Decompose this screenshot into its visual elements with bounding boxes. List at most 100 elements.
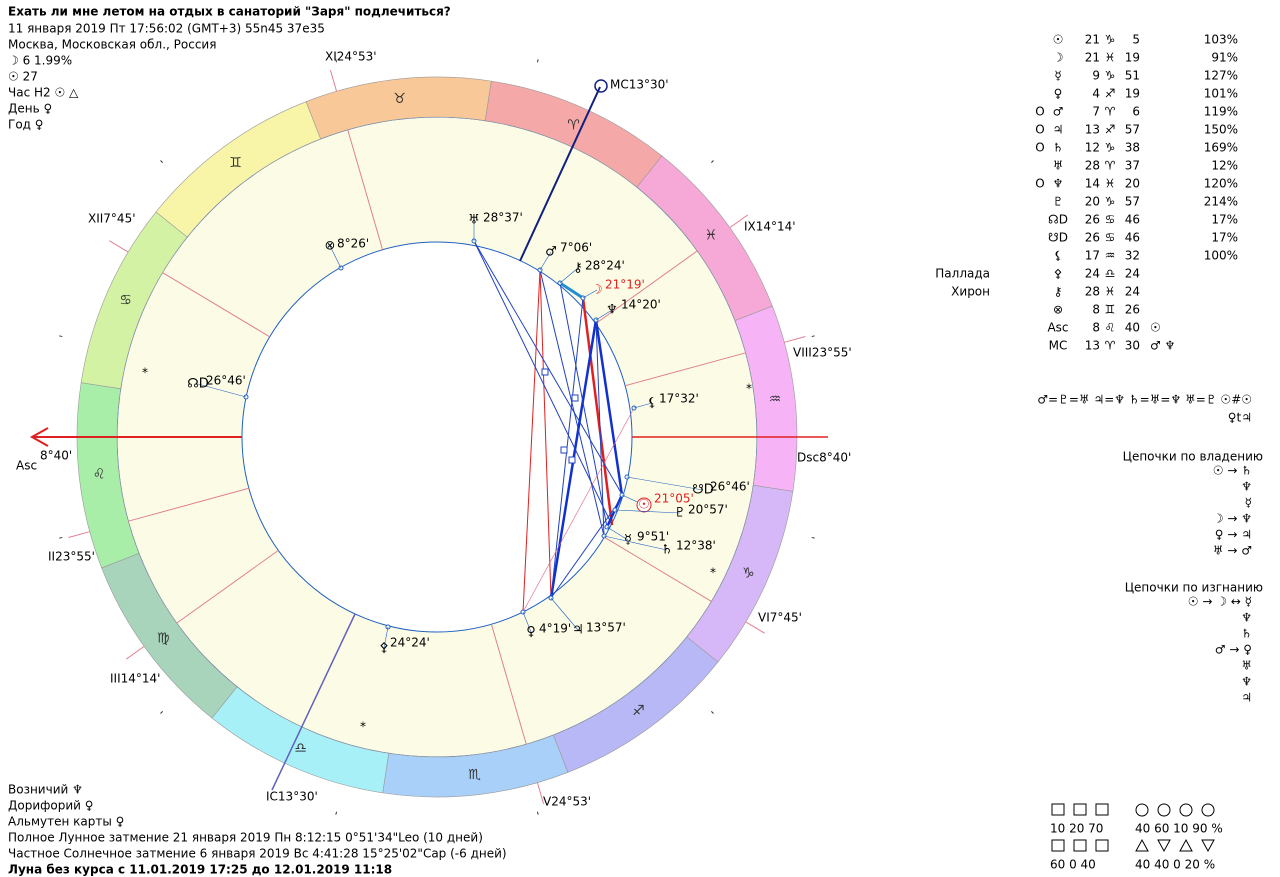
sign-glyph: ♈	[567, 118, 580, 134]
row-glyph: ⊗	[1053, 303, 1063, 317]
cusp-tick	[784, 336, 806, 343]
aspect-summary: ♂=♇=♅ ♃=♆ ♄=♅=♆ ♅=♇ ☉#☉	[1037, 393, 1252, 407]
row-sign: ♓	[1105, 51, 1116, 65]
aspect-marker	[571, 394, 579, 402]
cusp-tick	[125, 645, 145, 660]
row-min: 24	[1125, 267, 1140, 281]
row-sign: ♎	[1105, 267, 1116, 281]
cusp-label: V24°53'	[543, 795, 591, 809]
stat-icon	[1095, 839, 1109, 852]
row-min: 40	[1125, 321, 1140, 335]
cusp-label: II23°55'	[48, 550, 95, 564]
planet-degree: 21°19'	[605, 278, 645, 292]
row-min: 46	[1125, 231, 1140, 245]
stat-icon	[1201, 803, 1215, 817]
footer-line: Полное Лунное затмение 21 января 2019 Пн…	[8, 831, 483, 845]
planet-leader	[603, 535, 668, 551]
row-pct: 100%	[1204, 249, 1238, 263]
row-glyph: ☿	[1054, 69, 1061, 83]
marker: *	[360, 720, 366, 734]
chain-line: ♅ → ♂	[1213, 544, 1252, 558]
planet-glyph: ♃	[572, 623, 584, 638]
row-deg: 20	[1085, 195, 1100, 209]
tick	[536, 811, 539, 815]
row-deg: 4	[1092, 87, 1100, 101]
planet-glyph: ☊D	[187, 377, 209, 392]
stat-icon	[1135, 838, 1149, 852]
cusp-label: III14°14'	[110, 672, 160, 686]
chain-line: ☉ → ☽ ↔ ☿	[1188, 595, 1252, 609]
row-pct: 17%	[1211, 213, 1238, 227]
row-glyph: ☋D	[1048, 231, 1068, 245]
aspect-marker	[560, 446, 568, 454]
planet-glyph: ☽	[591, 283, 603, 298]
planet-glyph: ♅	[468, 213, 480, 228]
footer-line: Возничий ♆	[8, 783, 83, 797]
row-glyph: ☽	[1053, 51, 1064, 65]
chain-line: ♀ → ♃	[1215, 528, 1252, 542]
row-min: 5	[1132, 33, 1140, 47]
aspect-line	[539, 269, 605, 537]
tick	[160, 711, 163, 714]
aspect-line	[539, 269, 552, 599]
tick	[711, 160, 714, 163]
tick	[59, 536, 63, 539]
planet-degree: 4°19'	[539, 622, 571, 636]
chain-line: ♆	[1241, 480, 1252, 494]
header-line: ☉ 27	[8, 70, 38, 84]
aspect-line	[473, 240, 613, 526]
row-glyph: ♀	[1054, 87, 1063, 101]
tick	[811, 536, 815, 539]
stat-row: 40 40 0 20 %	[1135, 858, 1215, 872]
row-min: 32	[1125, 249, 1140, 263]
planet-degree: 21°05'	[654, 492, 694, 506]
row-pct: 127%	[1204, 69, 1238, 83]
sign-glyph: ♐	[632, 703, 645, 719]
aspect-line	[559, 281, 584, 300]
row-glyph: MC	[1049, 339, 1068, 353]
row-extra: ♂ ♆	[1150, 339, 1175, 353]
cusp-tick	[329, 70, 338, 92]
row-sign: ♑	[1105, 141, 1116, 155]
row-min: 46	[1125, 213, 1140, 227]
marker: *	[142, 366, 148, 380]
row-sign: ♑	[1105, 33, 1116, 47]
footer-line: Дорифорий ♀	[8, 799, 94, 813]
chain-line: ♆	[1241, 675, 1252, 689]
planet-degree: 28°37'	[483, 211, 523, 225]
planet-glyph: ⊗	[325, 239, 336, 254]
tick	[711, 711, 714, 714]
chain-line: ☉ → ♄	[1213, 464, 1252, 478]
stat-icon	[1157, 803, 1171, 817]
planet-glyph: ☿	[624, 533, 632, 548]
row-min: 51	[1125, 69, 1140, 83]
row-sign: ♋	[1105, 231, 1116, 245]
row-glyph: ⚷	[1054, 285, 1063, 299]
cusp-tick	[68, 531, 90, 538]
cusp-line	[176, 549, 279, 624]
chain-title: Цепочки по изгнанию	[1125, 581, 1263, 595]
marker: *	[746, 382, 752, 396]
stat-icon	[1157, 839, 1171, 853]
aspect-line	[522, 407, 635, 613]
stat-icon	[1051, 839, 1065, 852]
planet-degree: 20°57'	[688, 503, 728, 517]
cusp-label: IC13°30'	[266, 790, 318, 804]
aspect-line	[559, 282, 608, 528]
planet-leader	[606, 526, 629, 541]
row-sign: ♒	[1105, 249, 1116, 263]
row-sign: ♐	[1105, 123, 1116, 137]
row-pct: 120%	[1204, 177, 1238, 191]
stat-icon	[1179, 838, 1193, 852]
asc-arrow	[29, 427, 49, 447]
planet-leader	[559, 267, 579, 284]
planet-degree: 7°06'	[560, 241, 592, 255]
row-deg: 21	[1085, 33, 1100, 47]
row-deg: 8	[1092, 321, 1100, 335]
header-line: Час H2 ☉ △	[8, 86, 79, 100]
cusp-label: MC13°30'	[610, 78, 669, 92]
chain-line: ♄	[1241, 627, 1252, 641]
row-min: 26	[1125, 303, 1140, 317]
